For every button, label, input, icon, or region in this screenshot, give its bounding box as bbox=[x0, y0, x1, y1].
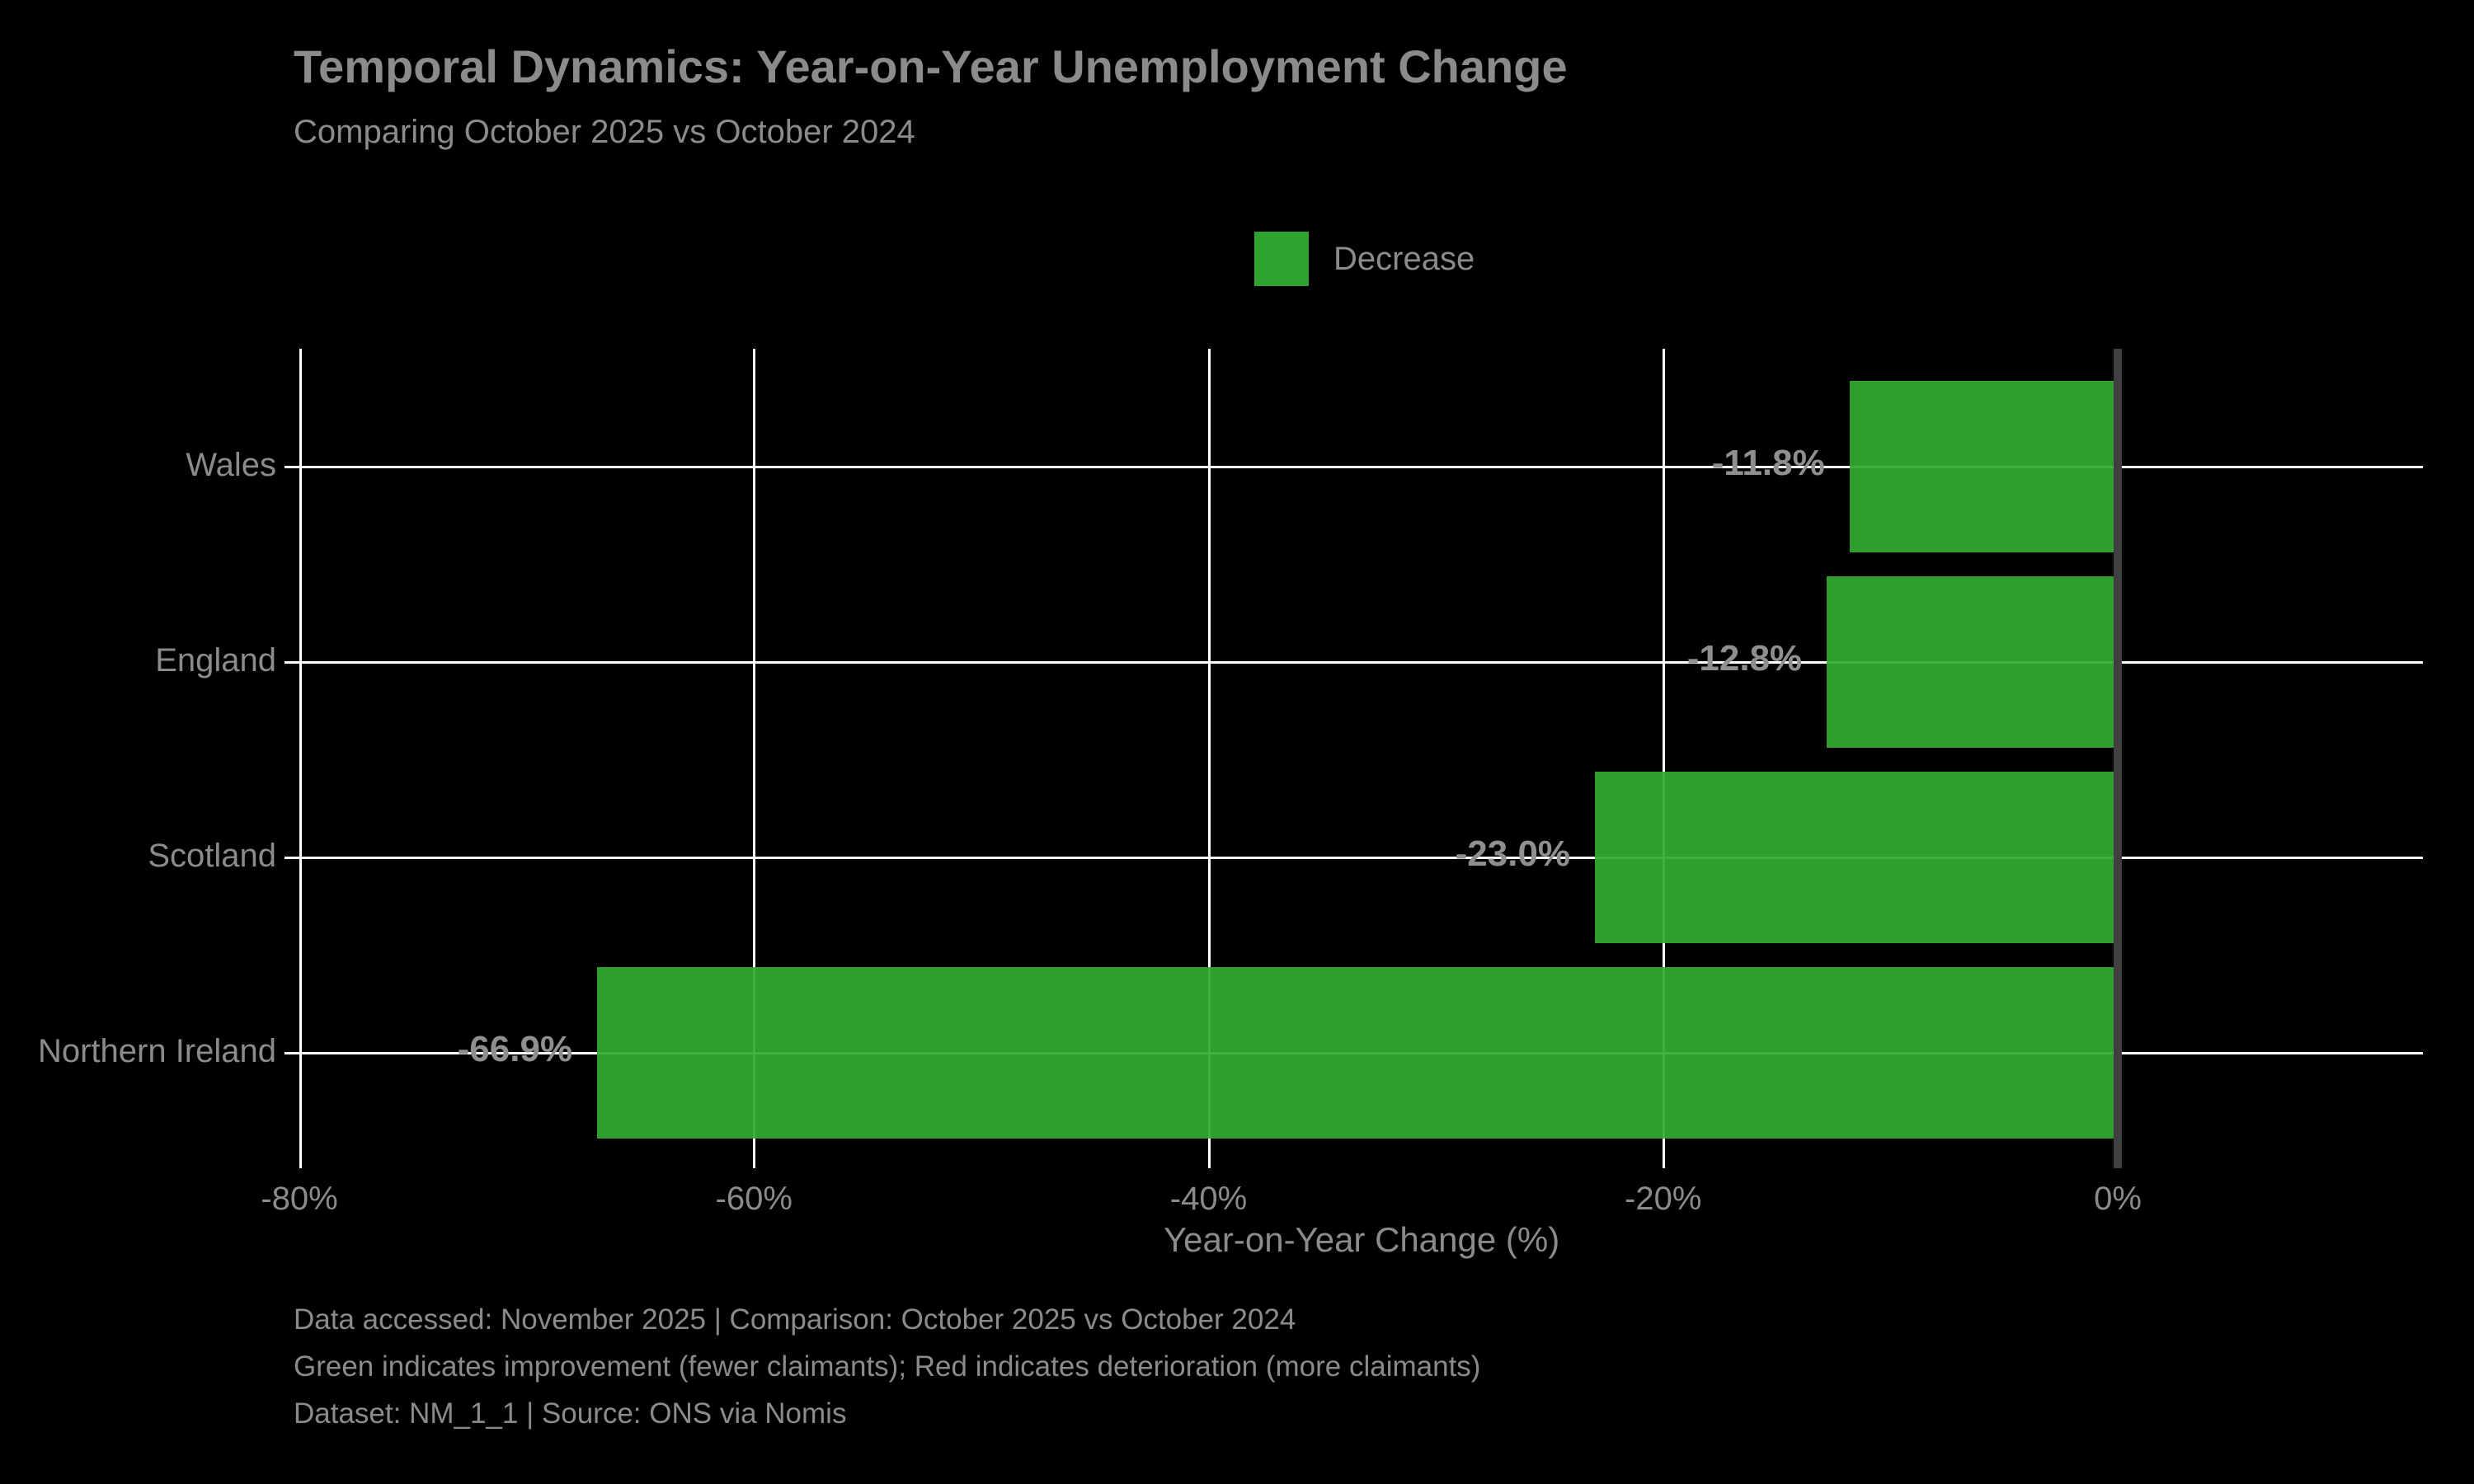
x-tick-label-40: -40% bbox=[1169, 1181, 1248, 1217]
gridline-v-40 bbox=[1207, 349, 1211, 1168]
bar-wales bbox=[1849, 381, 2118, 552]
chart-subtitle: Comparing October 2025 vs October 2024 bbox=[294, 114, 915, 150]
bar-scotland bbox=[1595, 772, 2118, 943]
bar-england bbox=[1827, 576, 2118, 748]
legend: Decrease bbox=[1254, 232, 1475, 286]
category-label-wales: Wales bbox=[186, 447, 276, 483]
legend-label: Decrease bbox=[1333, 240, 1475, 277]
footer-line-3: Dataset: NM_1_1 | Source: ONS via Nomis bbox=[294, 1397, 847, 1430]
footer-line-2: Green indicates improvement (fewer claim… bbox=[294, 1350, 1481, 1383]
gridline-v-20 bbox=[1662, 349, 1665, 1168]
plot-area: -11.8% -12.8% -23.0% -66.9% bbox=[285, 349, 2423, 1168]
bar-value-label-england: -12.8% bbox=[1686, 638, 1803, 679]
gridline-h-england bbox=[299, 661, 2423, 664]
y-tick-scotland bbox=[285, 857, 299, 859]
category-label-scotland: Scotland bbox=[148, 838, 276, 874]
bar-northern-ireland bbox=[597, 967, 2118, 1139]
y-tick-england bbox=[285, 661, 299, 664]
category-label-england: England bbox=[155, 642, 276, 679]
legend-swatch-decrease bbox=[1254, 232, 1309, 286]
gridline-h-scotland bbox=[299, 857, 2423, 859]
x-axis-label: Year-on-Year Change (%) bbox=[1164, 1220, 1560, 1259]
bar-value-label-scotland: -23.0% bbox=[1455, 834, 1571, 874]
bar-value-label-northern-ireland: -66.9% bbox=[457, 1029, 573, 1069]
chart-title: Temporal Dynamics: Year-on-Year Unemploy… bbox=[294, 40, 1568, 92]
y-tick-wales bbox=[285, 466, 299, 468]
x-tick-label-20: -20% bbox=[1625, 1181, 1702, 1217]
footer-line-1: Data accessed: November 2025 | Compariso… bbox=[294, 1303, 1296, 1336]
gridline-h-wales bbox=[299, 466, 2423, 468]
gridline-v-60 bbox=[753, 349, 756, 1168]
x-tick-label-60: -60% bbox=[715, 1181, 793, 1217]
bar-value-label-wales: -11.8% bbox=[1711, 443, 1825, 483]
x-tick-label-0: 0% bbox=[2094, 1181, 2142, 1217]
y-tick-northern-ireland bbox=[285, 1052, 299, 1054]
category-label-northern-ireland: Northern Ireland bbox=[37, 1033, 276, 1069]
y-axis-spine bbox=[299, 349, 302, 1168]
zero-baseline bbox=[2114, 349, 2122, 1168]
x-tick-label-80: -80% bbox=[261, 1181, 338, 1217]
